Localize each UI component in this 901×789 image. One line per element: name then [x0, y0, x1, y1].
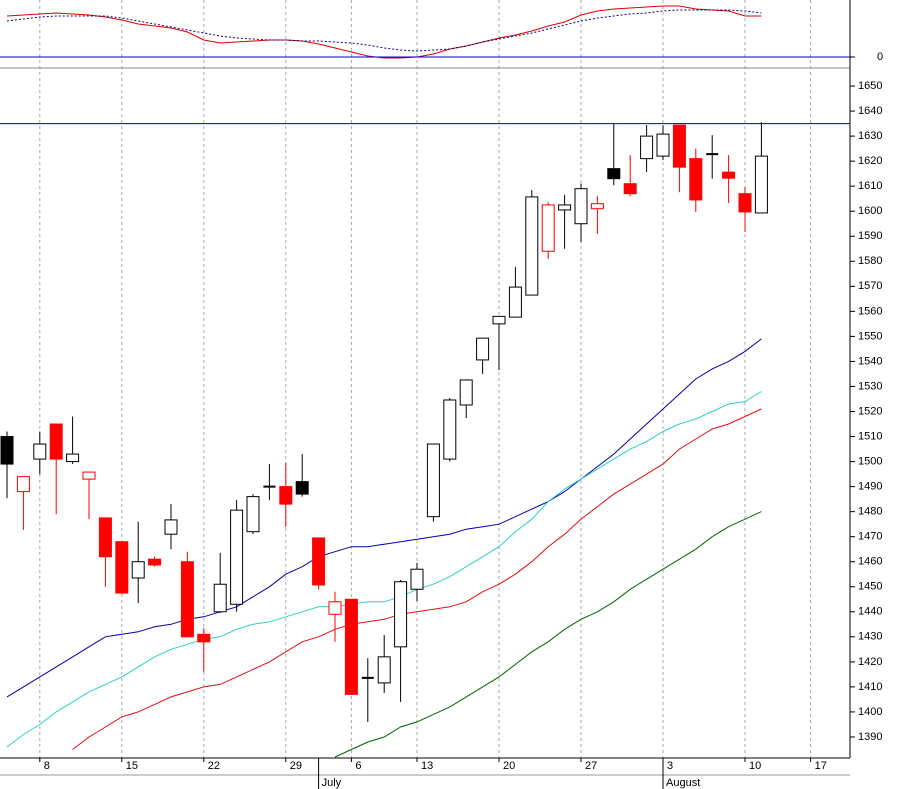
y-tick-label: 1620	[858, 155, 882, 167]
x-tick-label: 15	[126, 760, 138, 772]
y-tick-label: 1470	[858, 531, 882, 543]
candle-body	[443, 399, 457, 460]
y-tick-label: 1490	[858, 481, 882, 493]
candle-body	[246, 496, 260, 533]
y-tick-label: 1530	[858, 380, 882, 392]
x-tick-label: 27	[585, 760, 597, 772]
x-tick-label: 6	[355, 760, 361, 772]
candle-body	[98, 517, 112, 558]
y-tick-label: 1650	[858, 80, 882, 92]
candle-body	[0, 436, 14, 465]
candle-body	[754, 155, 768, 214]
price-panel	[0, 122, 768, 758]
y-tick-label: 1390	[858, 731, 882, 743]
candle-body	[394, 581, 408, 648]
candle-body	[33, 443, 47, 460]
y-tick-label: 1560	[858, 305, 882, 317]
candle-body	[115, 541, 129, 594]
y-tick-label: 1480	[858, 506, 882, 518]
y-tick-label: 1580	[858, 255, 882, 267]
candle-body	[230, 509, 244, 605]
y-tick-label: 1410	[858, 681, 882, 693]
candle-body	[279, 486, 293, 505]
candle-body	[49, 423, 63, 460]
candle-body	[607, 168, 621, 180]
candle-body	[558, 204, 572, 211]
candle-body	[197, 633, 211, 643]
x-tick-label: 3	[667, 760, 673, 772]
candle-body	[82, 471, 96, 480]
candle-body	[377, 656, 391, 684]
indicator-panel	[6, 5, 762, 59]
candle-body	[213, 583, 227, 613]
y-tick-label: 1610	[858, 180, 882, 192]
y-tick-label: 0	[877, 51, 883, 63]
y-tick-label: 1540	[858, 355, 882, 367]
candle-body	[525, 196, 539, 296]
y-tick-label: 1510	[858, 430, 882, 442]
candle-body	[656, 133, 670, 157]
x-tick-label: 17	[815, 760, 827, 772]
y-tick-label: 1630	[858, 130, 882, 142]
line-series	[6, 391, 762, 748]
y-tick-label: 1570	[858, 280, 882, 292]
y-tick-label: 1600	[858, 205, 882, 217]
x-tick-label: 20	[503, 760, 515, 772]
y-tick-label: 1640	[858, 105, 882, 117]
y-tick-label: 1520	[858, 405, 882, 417]
candle-body	[672, 124, 686, 168]
candle-body	[328, 601, 342, 615]
line-series	[72, 408, 762, 750]
y-tick-label: 1440	[858, 606, 882, 618]
candle-body	[574, 188, 588, 225]
candle-body	[131, 561, 145, 579]
x-tick-label: 8	[44, 760, 50, 772]
candle-body	[66, 453, 80, 463]
candle-body	[590, 203, 604, 210]
candle-body	[312, 537, 326, 586]
candle-body	[476, 337, 490, 361]
x-tick-label: 10	[749, 760, 761, 772]
grid	[39, 0, 812, 758]
candle-body	[164, 519, 178, 535]
candle-body	[295, 481, 309, 495]
candle-body	[16, 476, 30, 493]
x-tick-label: 29	[290, 760, 302, 772]
y-tick-label: 1450	[858, 581, 882, 593]
line-series	[334, 511, 762, 758]
y-tick-label: 1550	[858, 330, 882, 342]
y-tick-label: 1460	[858, 556, 882, 568]
line-series	[6, 5, 762, 59]
candle-body	[623, 183, 637, 195]
candle-body	[689, 158, 703, 201]
y-tick-label: 1400	[858, 706, 882, 718]
y-tick-label: 1430	[858, 631, 882, 643]
x-tick-label: 13	[421, 760, 433, 772]
month-label: July	[322, 777, 342, 789]
candle-body	[492, 315, 506, 325]
candle-body	[738, 193, 752, 213]
y-tick-label: 1590	[858, 230, 882, 242]
candle-body	[508, 286, 522, 318]
candle-body	[410, 568, 424, 590]
candle-body	[148, 558, 162, 566]
y-tick-label: 1500	[858, 455, 882, 467]
candle-body	[640, 135, 654, 160]
x-tick-label: 22	[208, 760, 220, 772]
line-series	[6, 338, 762, 698]
candle-body	[426, 443, 440, 518]
candle-body	[459, 379, 473, 406]
candle-body	[180, 561, 194, 638]
candle-body	[541, 204, 555, 252]
y-tick-label: 1420	[858, 656, 882, 668]
month-label: August	[666, 777, 700, 789]
candle-body	[344, 598, 358, 695]
candle-body	[722, 171, 736, 179]
